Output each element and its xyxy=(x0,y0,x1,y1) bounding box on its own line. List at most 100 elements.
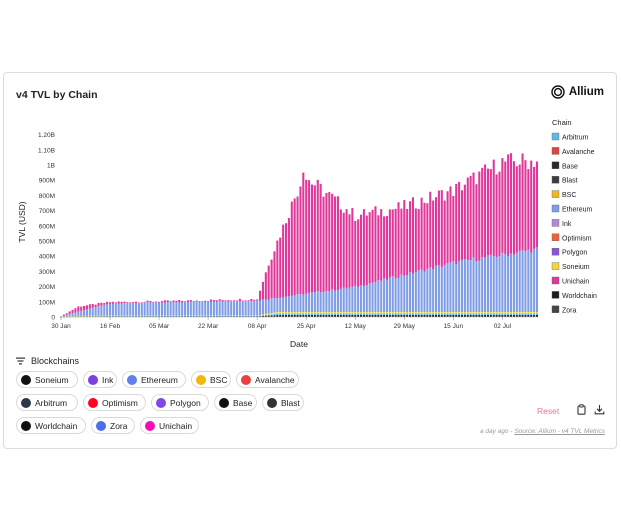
bar-segment-soneium xyxy=(359,311,363,314)
download-icon[interactable] xyxy=(594,404,605,415)
bar-segment-arbitrum xyxy=(137,316,140,317)
chip-soneium[interactable]: Soneium xyxy=(16,371,78,388)
bar-segment-soneium xyxy=(259,314,262,316)
bar-segment-unichain xyxy=(469,175,472,261)
bar-segment-unichain xyxy=(507,154,510,257)
source-link[interactable]: Source: Allium - v4 TVL Metrics xyxy=(514,428,605,435)
bar-segment-unichain xyxy=(359,214,363,286)
chip-blast[interactable]: Blast xyxy=(262,394,304,411)
chip-polygon[interactable]: Polygon xyxy=(151,394,209,411)
bar-segment-ethereum xyxy=(365,285,368,312)
bar-segment-base xyxy=(489,314,492,317)
chip-bsc[interactable]: BSC xyxy=(191,371,231,388)
bar-segment-arbitrum xyxy=(100,316,103,317)
bar-segment-arbitrum xyxy=(458,313,461,315)
bar-segment-ethereum xyxy=(489,254,492,312)
bar-segment-soneium xyxy=(316,311,319,314)
bar-segment-unichain xyxy=(397,202,400,278)
chip-worldchain[interactable]: Worldchain xyxy=(16,417,86,434)
bar-segment-arbitrum xyxy=(406,313,409,315)
bar-segment-ethereum xyxy=(512,254,515,312)
base-logo-icon xyxy=(219,397,229,408)
bar-segment-arbitrum xyxy=(186,315,189,317)
bar-segment-ethereum xyxy=(316,291,319,312)
bar-segment-unichain xyxy=(524,160,527,252)
tvl-stacked-bar-chart[interactable]: 0 100M 200M 300M 400M 500M 600M 700M 800M 900M 1B 1… xyxy=(4,73,616,353)
bar-segment-soneium xyxy=(71,316,74,317)
bar-segment-unichain xyxy=(512,161,515,255)
bar-segment-ethereum xyxy=(423,271,426,312)
bar-segment-arbitrum xyxy=(126,316,129,317)
bar-segment-unichain xyxy=(325,192,328,291)
bar-segment-soneium xyxy=(383,311,386,314)
bar-segment-arbitrum xyxy=(88,316,91,317)
bar-segment-arbitrum xyxy=(233,315,236,317)
bar-segment-unichain xyxy=(504,161,507,255)
chart-card: v4 TVL by Chain Allium 0 100M 200M 300M 400M… xyxy=(3,72,617,449)
bar-segment-soneium xyxy=(481,311,484,314)
bar-segment-ethereum xyxy=(313,291,316,312)
bar-segment-base xyxy=(527,314,530,317)
chip-zora[interactable]: Zora xyxy=(91,417,135,434)
bar-segment-unichain xyxy=(452,195,455,262)
bar-segment-unichain xyxy=(437,190,440,266)
bar-segment-unichain xyxy=(492,159,495,257)
legend-label-arbitrum: Arbitrum xyxy=(562,135,589,142)
bar-segment-arbitrum xyxy=(284,313,288,315)
chip-label: Optimism xyxy=(102,397,138,408)
bar-segment-ethereum xyxy=(270,298,273,314)
bar-segment-ethereum xyxy=(264,299,267,314)
bar-segment-ethereum xyxy=(244,300,247,316)
chart-title: v4 TVL by Chain xyxy=(16,89,98,101)
worldchain-logo-icon xyxy=(21,420,31,431)
bar-segment-ethereum xyxy=(80,310,83,316)
bar-segment-ethereum xyxy=(310,292,314,312)
bar-segment-ethereum xyxy=(446,263,449,312)
bar-segment-unichain xyxy=(434,197,438,266)
bar-segment-arbitrum xyxy=(296,313,299,315)
bar-segment-soneium xyxy=(484,311,487,314)
bar-segment-ethereum xyxy=(62,315,65,317)
chip-unichain[interactable]: Unichain xyxy=(140,417,199,434)
chip-optimism[interactable]: Optimism xyxy=(83,394,146,411)
bar-segment-soneium xyxy=(400,311,403,314)
bar-segment-soneium xyxy=(394,311,397,314)
chip-label: Soneium xyxy=(35,374,69,385)
legend-swatch-ethereum xyxy=(551,204,560,213)
chip-ink[interactable]: Ink xyxy=(83,371,117,388)
bar-segment-ethereum xyxy=(181,302,184,316)
bar-segment-ethereum xyxy=(342,287,345,312)
legend-label-soneium: Soneium xyxy=(562,264,590,271)
bar-segment-unichain xyxy=(273,251,276,299)
bar-segment-soneium xyxy=(215,315,218,317)
bar-segment-unichain xyxy=(106,301,109,305)
avalanche-logo-icon xyxy=(241,374,251,385)
chip-arbitrum[interactable]: Arbitrum xyxy=(16,394,78,411)
clipboard-icon[interactable] xyxy=(576,404,587,415)
legend-swatch-avalanche xyxy=(551,147,560,155)
legend-label-avalanche: Avalanche xyxy=(562,149,595,156)
bar-segment-unichain xyxy=(362,209,365,286)
bar-segment-soneium xyxy=(452,311,455,314)
reset-button[interactable]: Reset xyxy=(537,406,560,416)
bar-segment-soneium xyxy=(189,315,192,317)
bar-segment-ethereum xyxy=(111,303,114,316)
bar-segment-base xyxy=(388,314,391,317)
chip-ethereum[interactable]: Ethereum xyxy=(122,371,186,388)
chip-avalanche[interactable]: Avalanche xyxy=(236,371,299,388)
chip-base[interactable]: Base xyxy=(214,394,257,411)
bar-segment-unichain xyxy=(443,200,446,266)
bar-segment-base xyxy=(486,314,489,317)
bar-segment-base xyxy=(478,314,481,317)
bar-segment-ethereum xyxy=(336,290,339,312)
bar-segment-base xyxy=(449,314,452,317)
legend-label-optimism: Optimism xyxy=(562,235,592,242)
bar-segment-arbitrum xyxy=(362,313,365,315)
bar-segment-unichain xyxy=(77,306,80,312)
bar-segment-soneium xyxy=(209,315,213,316)
bar-segment-unichain xyxy=(527,169,530,250)
bar-segment-arbitrum xyxy=(259,315,262,317)
x-tick-label: 29 May xyxy=(394,323,416,330)
bar-segment-soneium xyxy=(420,311,423,314)
bar-segment-arbitrum xyxy=(212,315,215,317)
